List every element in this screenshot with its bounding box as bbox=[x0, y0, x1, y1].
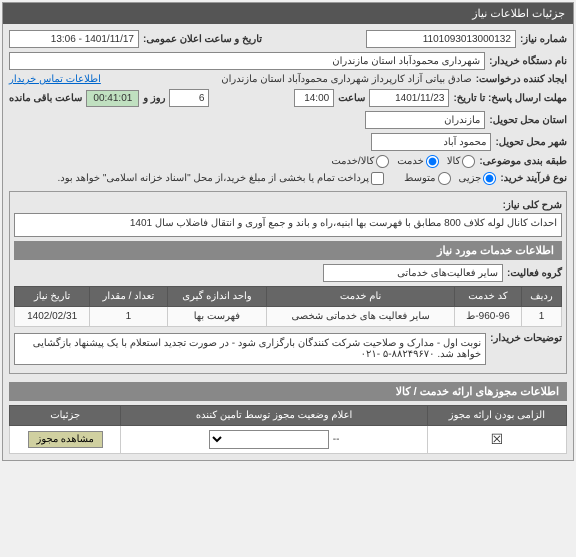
services-table: ردیف کد خدمت نام خدمت واحد اندازه گیری ت… bbox=[14, 286, 562, 327]
city-field: محمود آباد bbox=[371, 133, 491, 151]
row-creator: ایجاد کننده درخواست: صادق بیاتی آزاد کار… bbox=[9, 74, 567, 85]
deadline-label: مهلت ارسال پاسخ: تا تاریخ: bbox=[453, 93, 567, 104]
th-name: نام خدمت bbox=[267, 287, 455, 307]
overall-desc-label: شرح کلی نیاز: bbox=[14, 200, 562, 211]
th-unit: واحد اندازه گیری bbox=[167, 287, 267, 307]
th-date: تاریخ نیاز bbox=[15, 287, 90, 307]
contact-link[interactable]: اطلاعات تماس خریدار bbox=[9, 74, 101, 85]
pub-date-field: 1401/11/17 - 13:06 bbox=[9, 30, 139, 48]
subject-radio-group: کالا خدمت کالا/خدمت bbox=[331, 155, 475, 168]
city-label: شهر محل تحویل: bbox=[495, 137, 567, 148]
permit-status-cell: -- bbox=[121, 426, 427, 454]
radio-both-input[interactable] bbox=[376, 155, 389, 168]
radio-medium[interactable]: متوسط bbox=[404, 172, 450, 185]
th-row: ردیف bbox=[522, 287, 562, 307]
and-label: روز و bbox=[143, 93, 165, 104]
th-details: جزئیات bbox=[10, 406, 121, 426]
permits-table: الزامی بودن ارائه مجوز اعلام وضعیت مجوز … bbox=[9, 405, 567, 454]
pub-date-label: تاریخ و ساعت اعلان عمومی: bbox=[143, 34, 262, 45]
req-number-field: 1101093013000132 bbox=[366, 30, 516, 48]
countdown-field: 00:41:01 bbox=[86, 90, 139, 107]
remaining-label: ساعت باقی مانده bbox=[9, 93, 82, 104]
radio-minor-input[interactable] bbox=[483, 172, 496, 185]
buyer-notes-box: نوبت اول - مدارک و صلاحیت شرکت کنندگان ب… bbox=[14, 333, 486, 365]
row-buyer: نام دستگاه خریدار: شهرداری محمودآباد است… bbox=[9, 52, 567, 70]
radio-kala[interactable]: کالا bbox=[447, 155, 476, 168]
radio-medium-input[interactable] bbox=[438, 172, 451, 185]
creator-label: ایجاد کننده درخواست: bbox=[476, 74, 567, 85]
radio-service-label: خدمت bbox=[397, 156, 424, 167]
th-status: اعلام وضعیت مجوز توسط تامین کننده bbox=[121, 406, 427, 426]
radio-kala-input[interactable] bbox=[462, 155, 475, 168]
buyer-field: شهرداری محمودآباد استان مازندران bbox=[9, 52, 485, 70]
overall-desc-box: احداث کانال لوله کلاف 800 مطابق با فهرست… bbox=[14, 213, 562, 237]
buytype-radio-group: جزیی متوسط bbox=[404, 172, 496, 185]
row-city: شهر محل تحویل: محمود آباد bbox=[9, 133, 567, 151]
payment-checkbox[interactable] bbox=[371, 172, 384, 185]
cell-unit: فهرست بها bbox=[167, 307, 267, 327]
payment-note-text: پرداخت تمام یا بخشی از مبلغ خرید،از محل … bbox=[57, 173, 369, 184]
days-field: 6 bbox=[169, 89, 209, 107]
panel-title: جزئیات اطلاعات نیاز bbox=[3, 3, 573, 24]
creator-text: صادق بیاتی آزاد کارپرداز شهرداری محمودآب… bbox=[221, 74, 471, 85]
row-req-number: شماره نیاز: 1101093013000132 تاریخ و ساع… bbox=[9, 30, 567, 48]
radio-minor[interactable]: جزیی bbox=[459, 172, 497, 185]
services-header: اطلاعات خدمات مورد نیاز bbox=[14, 241, 562, 260]
table-row: 1 960-96-ط سایر فعالیت های خدماتی شخصی ف… bbox=[15, 307, 562, 327]
radio-both-label: کالا/خدمت bbox=[331, 156, 374, 167]
row-buyer-notes: توضیحات خریدار: نوبت اول - مدارک و صلاحی… bbox=[14, 333, 562, 365]
deadline-time-field: 14:00 bbox=[294, 89, 334, 107]
activity-group-field: سایر فعالیت‌های خدماتی bbox=[323, 264, 503, 282]
th-required: الزامی بودن ارائه مجوز bbox=[427, 406, 566, 426]
activity-group-label: گروه فعالیت: bbox=[507, 268, 562, 279]
row-buy-type: نوع فرآیند خرید: جزیی متوسط پرداخت تمام … bbox=[9, 172, 567, 185]
row-deadline: مهلت ارسال پاسخ: تا تاریخ: 1401/11/23 سا… bbox=[9, 89, 567, 107]
cell-date: 1402/02/31 bbox=[15, 307, 90, 327]
permits-header: اطلاعات مجوزهای ارائه خدمت / کالا bbox=[9, 382, 567, 401]
buyer-notes-label: توضیحات خریدار: bbox=[490, 333, 562, 344]
radio-medium-label: متوسط bbox=[404, 173, 435, 184]
cell-name: سایر فعالیت های خدماتی شخصی bbox=[267, 307, 455, 327]
radio-service-input[interactable] bbox=[426, 155, 439, 168]
radio-both[interactable]: کالا/خدمت bbox=[331, 155, 389, 168]
view-permit-button[interactable]: مشاهده مجوز bbox=[28, 431, 103, 448]
permit-details-cell: مشاهده مجوز bbox=[10, 426, 121, 454]
deadline-date-field: 1401/11/23 bbox=[369, 89, 449, 107]
payment-checkbox-item[interactable]: پرداخت تمام یا بخشی از مبلغ خرید،از محل … bbox=[57, 172, 384, 185]
row-province: استان محل تحویل: مازندران bbox=[9, 111, 567, 129]
radio-service[interactable]: خدمت bbox=[397, 155, 439, 168]
th-qty: تعداد / مقدار bbox=[90, 287, 167, 307]
permit-required-cell: ☒ bbox=[427, 426, 566, 454]
time-label-1: ساعت bbox=[338, 93, 365, 104]
req-number-label: شماره نیاز: bbox=[520, 34, 567, 45]
th-code: کد خدمت bbox=[454, 287, 521, 307]
checkbox-checked-icon: ☒ bbox=[491, 431, 504, 447]
permit-status-select[interactable] bbox=[209, 430, 329, 449]
cell-qty: 1 bbox=[90, 307, 167, 327]
cell-code: 960-96-ط bbox=[454, 307, 521, 327]
permit-row: ☒ -- مشاهده مجوز bbox=[10, 426, 567, 454]
desc-section: شرح کلی نیاز: احداث کانال لوله کلاف 800 … bbox=[9, 191, 567, 374]
buy-type-label: نوع فرآیند خرید: bbox=[500, 173, 567, 184]
panel-body: شماره نیاز: 1101093013000132 تاریخ و ساع… bbox=[3, 24, 573, 460]
cell-idx: 1 bbox=[522, 307, 562, 327]
main-panel: جزئیات اطلاعات نیاز شماره نیاز: 11010930… bbox=[2, 2, 574, 461]
subject-type-label: طبقه بندی موضوعی: bbox=[479, 156, 567, 167]
province-label: استان محل تحویل: bbox=[489, 115, 567, 126]
row-subject-type: طبقه بندی موضوعی: کالا خدمت کالا/خدمت bbox=[9, 155, 567, 168]
radio-minor-label: جزیی bbox=[459, 173, 482, 184]
province-field: مازندران bbox=[365, 111, 485, 129]
row-activity-group: گروه فعالیت: سایر فعالیت‌های خدماتی bbox=[14, 264, 562, 282]
permit-status-text: -- bbox=[333, 434, 340, 445]
buyer-label: نام دستگاه خریدار: bbox=[489, 56, 567, 67]
radio-kala-label: کالا bbox=[447, 156, 461, 167]
